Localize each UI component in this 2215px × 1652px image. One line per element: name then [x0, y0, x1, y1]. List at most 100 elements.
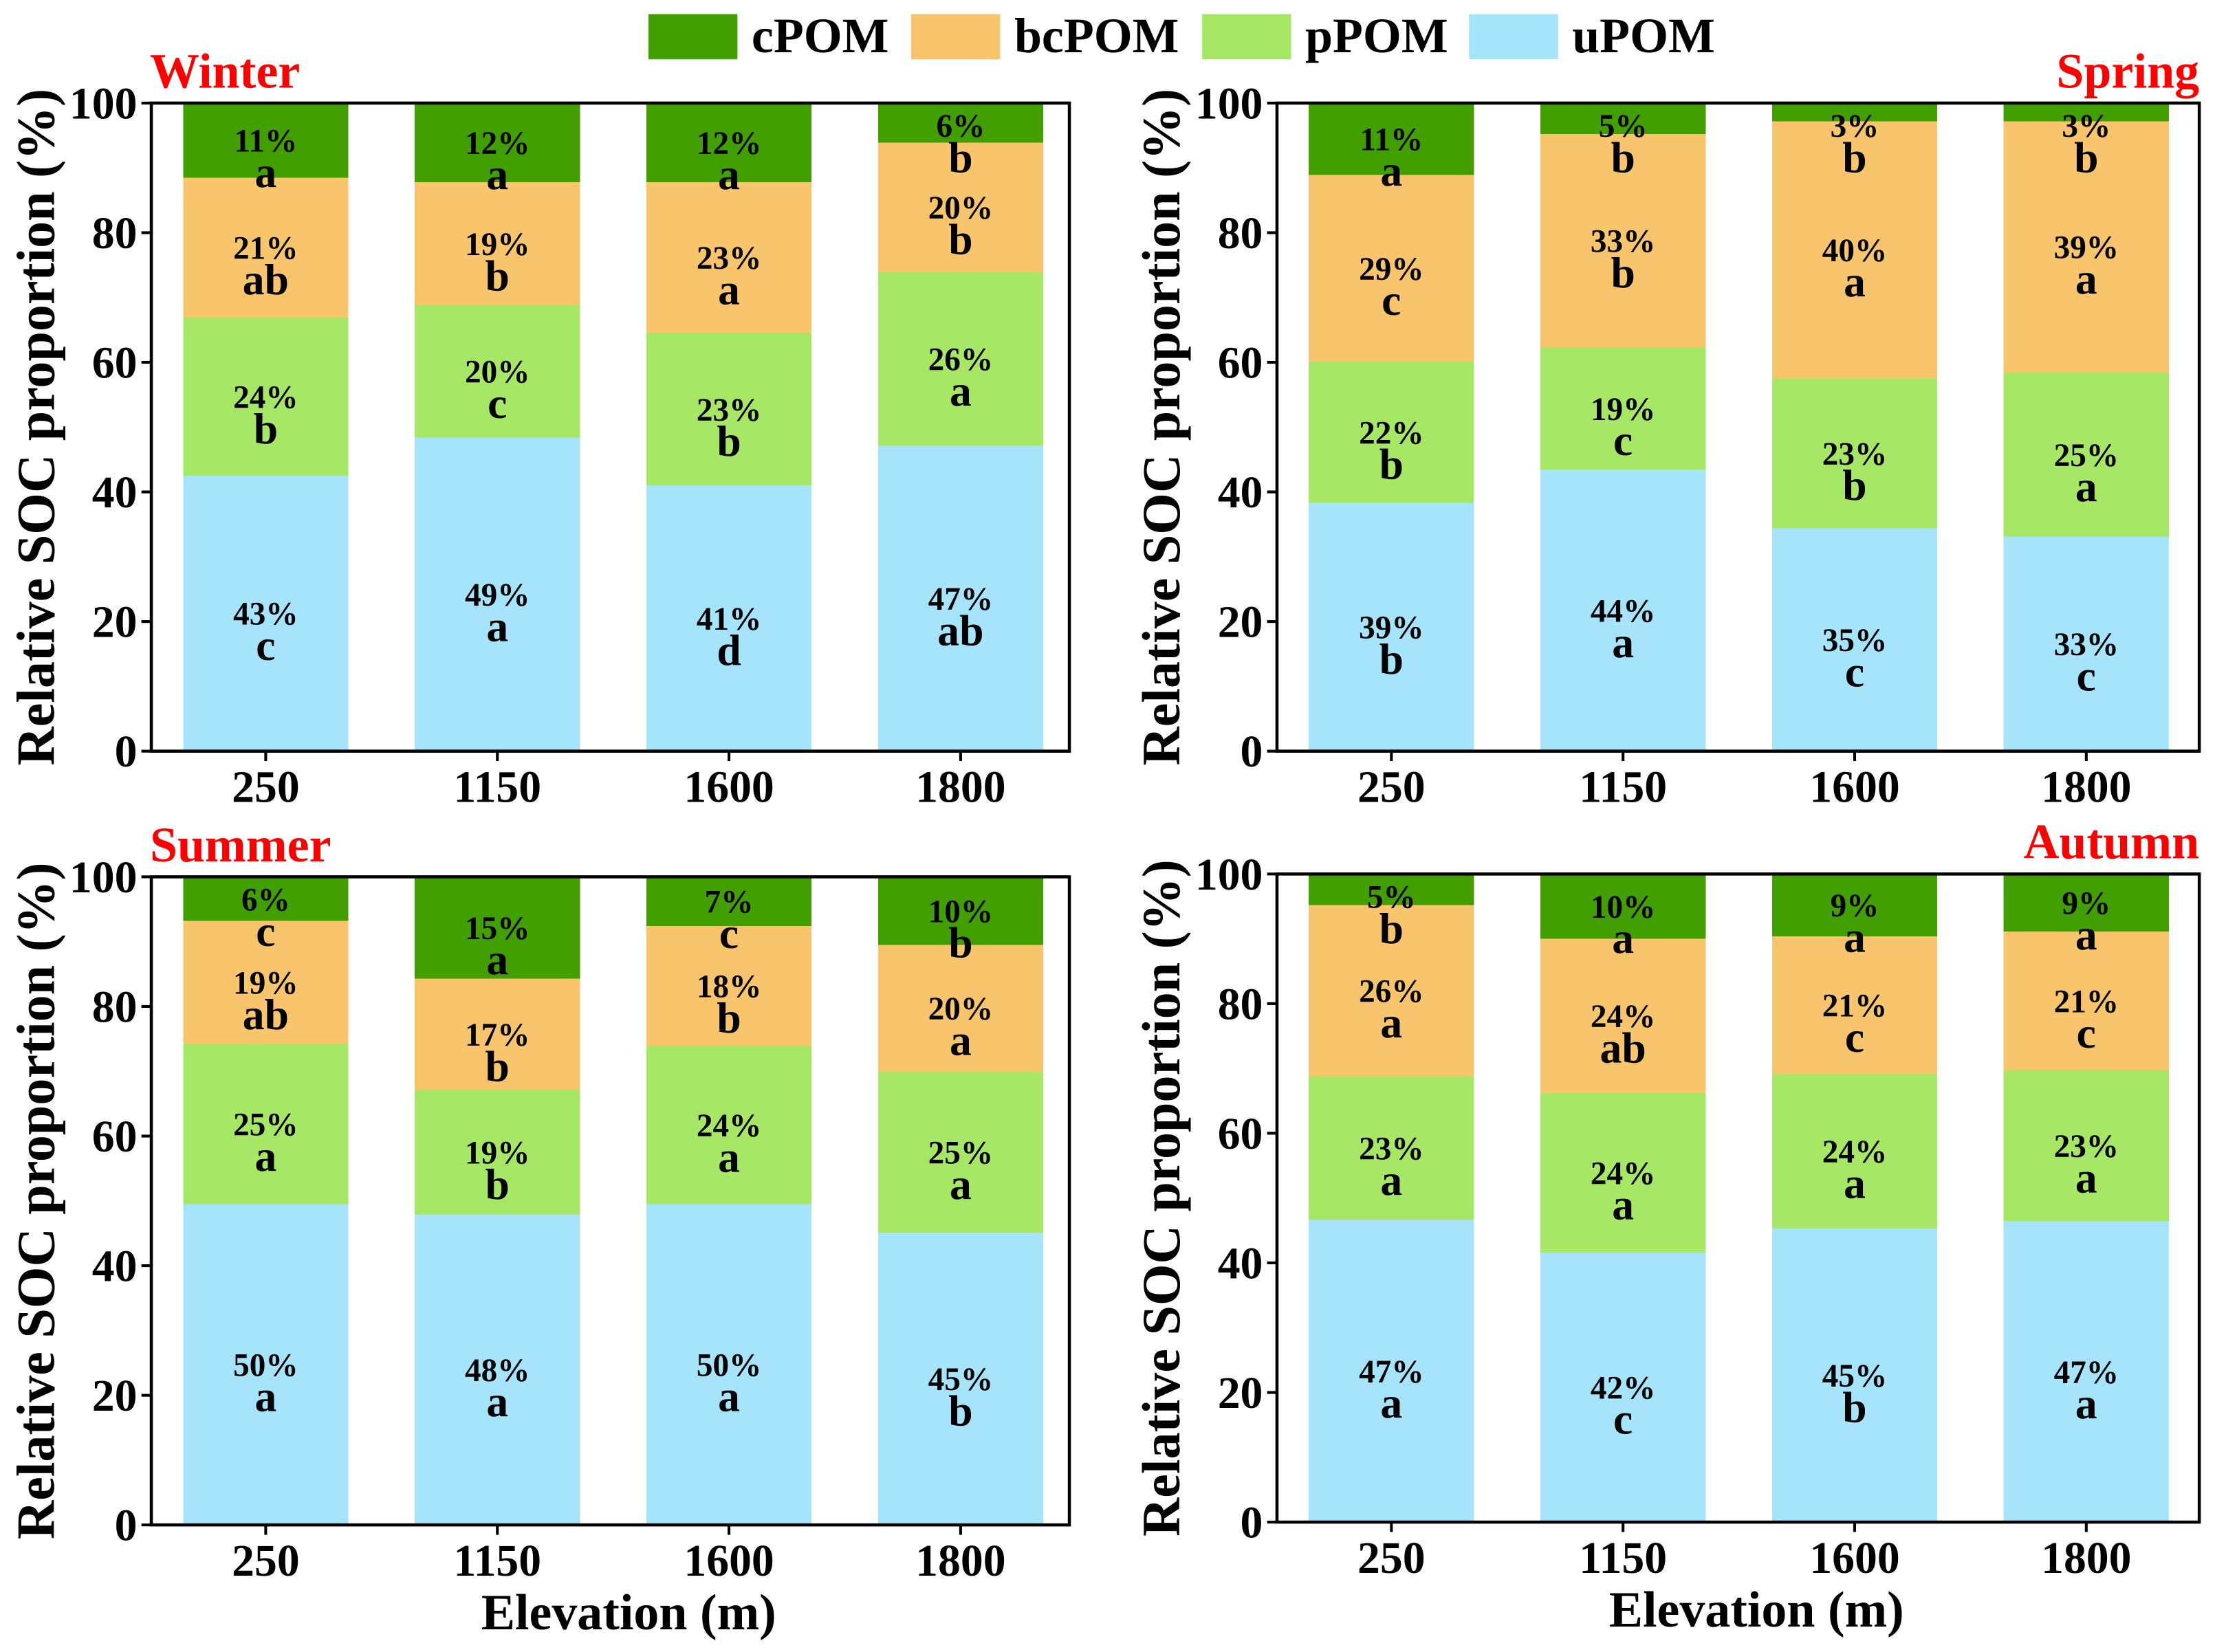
y-axis-label-summer: Relative SOC proportion (%)	[6, 862, 65, 1539]
bar-spring-1800-ppom	[2003, 373, 2169, 537]
bar-spring-1150-upom	[1540, 470, 1706, 751]
x-axis-label-autumn: Elevation (m)	[1609, 1581, 1904, 1638]
x-tick-label-summer-1600: 1600	[684, 1536, 774, 1586]
value-label-summer-1800-cpom: 10%	[928, 894, 993, 929]
legend-label-ppom: pPOM	[1305, 8, 1448, 63]
value-label-spring-1800-ppom: 25%	[2054, 438, 2119, 474]
bar-spring-1600-bcpom	[1771, 121, 1938, 379]
bar-winter-250-bcpom	[183, 177, 349, 318]
legend-label-bcpom: bcPOM	[1014, 8, 1179, 63]
value-label-autumn-1800-upom: 47%	[2054, 1355, 2119, 1391]
significance-letter-summer-250-upom: a	[254, 1372, 276, 1421]
value-label-winter-1150-bcpom: 19%	[465, 227, 530, 263]
y-tick-label-autumn-80: 80	[1218, 979, 1263, 1029]
panel-title-autumn: Autumn	[2023, 815, 2199, 870]
bar-spring-250-cpom	[1309, 102, 1474, 175]
bar-spring-250-upom	[1309, 503, 1474, 751]
x-tick-label-autumn-250: 250	[1357, 1533, 1426, 1583]
significance-letter-spring-250-ppom: b	[1379, 440, 1404, 489]
significance-letter-spring-1800-upom: c	[2077, 651, 2096, 700]
value-label-summer-1150-cpom: 15%	[465, 911, 530, 947]
value-label-autumn-1600-ppom: 24%	[1822, 1134, 1887, 1170]
y-tick-label-autumn-20: 20	[1218, 1368, 1263, 1418]
significance-letter-spring-250-bcpom: c	[1382, 276, 1401, 324]
significance-letter-autumn-1800-cpom: a	[2075, 910, 2097, 959]
plot-frame-winter	[149, 101, 1071, 753]
value-label-winter-1800-upom: 47%	[928, 582, 993, 617]
value-label-summer-1600-cpom: 7%	[705, 885, 754, 921]
significance-letter-winter-1150-bcpom: b	[485, 251, 510, 300]
bar-winter-1800-bcpom	[877, 142, 1044, 272]
significance-letter-winter-250-cpom: a	[254, 148, 276, 197]
significance-letter-winter-1600-upom: d	[717, 626, 741, 674]
plot-frame-spring	[1275, 101, 2201, 753]
significance-letter-spring-250-upom: b	[1379, 635, 1404, 683]
bar-winter-1150-cpom	[415, 102, 580, 182]
x-tick-label-summer-1150: 1150	[453, 1536, 541, 1586]
bars-spring	[1309, 102, 2169, 751]
bar-spring-250-ppom	[1309, 362, 1474, 503]
significance-letter-spring-1150-upom: a	[1612, 618, 1634, 667]
significance-letter-autumn-250-bcpom: a	[1380, 998, 1402, 1047]
y-tick-label-autumn-0: 0	[1241, 1498, 1263, 1548]
bar-autumn-1800-ppom	[2003, 1070, 2169, 1222]
y-axis-summer: 0 20 40 60 80 100	[69, 852, 152, 1551]
significance-letter-winter-1800-ppom: a	[950, 366, 972, 415]
y-tick-label-summer-80: 80	[92, 982, 138, 1033]
bar-summer-1800-cpom	[877, 877, 1044, 945]
x-tick-label-winter-1800: 1800	[915, 762, 1005, 813]
significance-letter-summer-1150-upom: a	[486, 1377, 508, 1426]
significance-letter-autumn-1150-upom: c	[1613, 1395, 1633, 1444]
significance-letter-autumn-1600-bcpom: c	[1845, 1013, 1864, 1061]
bar-autumn-250-cpom	[1309, 874, 1474, 905]
y-tick-label-summer-0: 0	[115, 1501, 138, 1551]
value-label-spring-1600-bcpom: 40%	[1822, 233, 1887, 269]
bar-summer-1800-upom	[877, 1232, 1044, 1526]
y-tick-label-spring-20: 20	[1218, 597, 1263, 648]
bar-winter-1150-upom	[415, 437, 580, 751]
value-label-autumn-1150-cpom: 10%	[1591, 890, 1655, 925]
bar-autumn-250-ppom	[1309, 1076, 1474, 1220]
value-label-winter-1150-ppom: 20%	[465, 355, 530, 390]
bar-labels-autumn: 47%a 42%c45%b47%a23%a 24%a24%a23%a26%a 24%a…	[1359, 880, 2119, 1444]
bar-autumn-1800-cpom	[2003, 874, 2169, 932]
legend-label-cpom: cPOM	[752, 8, 889, 63]
bar-autumn-1150-bcpom	[1540, 938, 1706, 1093]
y-tick-label-winter-20: 20	[92, 597, 138, 648]
bars-autumn	[1309, 874, 2169, 1523]
value-label-summer-250-cpom: 6%	[241, 883, 290, 918]
x-tick-label-winter-1600: 1600	[684, 762, 774, 813]
significance-letter-autumn-250-cpom: b	[1379, 904, 1404, 953]
value-label-autumn-250-upom: 47%	[1359, 1354, 1423, 1390]
significance-letter-spring-1600-ppom: b	[1842, 461, 1866, 509]
x-tick-label-autumn-1800: 1800	[2041, 1533, 2131, 1583]
value-label-winter-1800-bcpom: 20%	[928, 190, 993, 226]
bar-autumn-1600-bcpom	[1771, 936, 1938, 1075]
significance-letter-summer-1600-ppom: a	[718, 1132, 740, 1181]
y-tick-label-spring-100: 100	[1195, 79, 1263, 129]
value-label-spring-1600-cpom: 3%	[1831, 109, 1879, 144]
panel-spring: 0 20 40 60 80 100 250 1150 1600 1800 Relative SOC …	[1131, 43, 2201, 813]
y-tick-label-summer-20: 20	[92, 1371, 138, 1421]
bar-autumn-1150-upom	[1540, 1252, 1706, 1523]
value-label-spring-250-upom: 39%	[1359, 610, 1423, 646]
bar-spring-1800-upom	[2003, 536, 2169, 751]
value-label-summer-1600-upom: 50%	[697, 1347, 761, 1383]
bar-summer-1150-cpom	[415, 877, 580, 979]
significance-letter-spring-1800-cpom: b	[2074, 133, 2098, 182]
legend-item-cpom: cPOM	[648, 8, 888, 63]
bar-spring-1800-cpom	[2003, 102, 2169, 122]
significance-letter-winter-250-ppom: b	[254, 404, 278, 453]
bar-spring-1150-cpom	[1540, 102, 1706, 135]
bars-winter	[183, 102, 1044, 751]
bar-spring-1150-ppom	[1540, 347, 1706, 470]
panel-title-winter: Winter	[150, 43, 300, 98]
value-label-winter-250-bcpom: 21%	[233, 231, 298, 267]
bar-autumn-1150-ppom	[1540, 1092, 1706, 1253]
bar-summer-1150-upom	[415, 1214, 580, 1526]
legend-swatch-bcpom	[911, 14, 1001, 60]
bar-spring-1600-upom	[1771, 528, 1938, 751]
value-label-autumn-250-bcpom: 26%	[1359, 973, 1423, 1009]
value-label-summer-250-ppom: 25%	[233, 1108, 298, 1143]
bar-winter-1800-upom	[877, 445, 1044, 751]
